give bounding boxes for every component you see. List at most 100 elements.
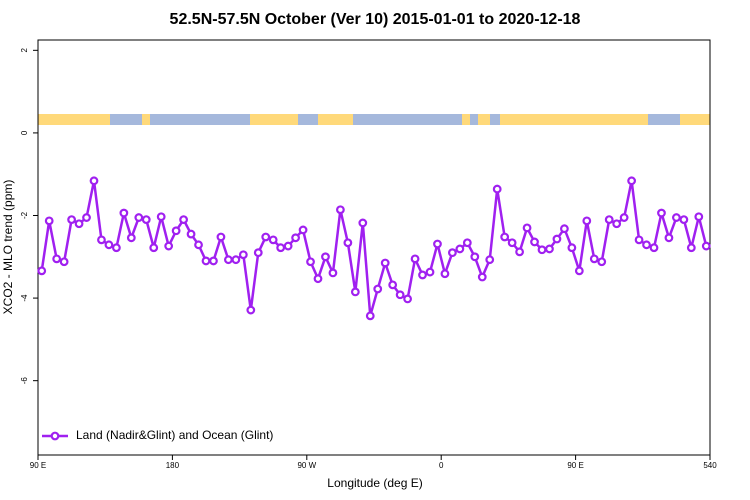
data-point bbox=[418, 270, 427, 280]
x-tick-label: 90 W bbox=[297, 461, 316, 470]
data-point bbox=[37, 266, 47, 276]
y-tick-label: -6 bbox=[20, 377, 29, 385]
data-point bbox=[171, 226, 181, 236]
data-point bbox=[149, 243, 159, 253]
data-point bbox=[82, 213, 91, 222]
data-point bbox=[119, 208, 129, 218]
data-point bbox=[223, 255, 233, 265]
data-point bbox=[679, 215, 689, 225]
legend-label: Land (Nadir&Glint) and Ocean (Glint) bbox=[76, 428, 273, 442]
data-point bbox=[507, 238, 517, 248]
data-point bbox=[328, 268, 338, 278]
y-tick-label: -2 bbox=[20, 211, 29, 219]
x-tick-label: 180 bbox=[166, 461, 180, 470]
data-point bbox=[126, 233, 136, 243]
series-line bbox=[40, 179, 708, 318]
data-point bbox=[410, 254, 420, 264]
data-point bbox=[545, 244, 554, 254]
data-point bbox=[313, 274, 323, 284]
data-point bbox=[440, 269, 450, 279]
data-point bbox=[664, 233, 674, 243]
data-point bbox=[574, 266, 584, 276]
data-point bbox=[164, 241, 174, 251]
legend-marker bbox=[50, 431, 60, 441]
data-point bbox=[336, 205, 345, 215]
chart-title: 52.5N-57.5N October (Ver 10) 2015-01-01 … bbox=[170, 11, 581, 28]
data-point bbox=[597, 257, 607, 267]
data-point bbox=[470, 252, 480, 262]
data-point bbox=[388, 280, 398, 290]
data-point bbox=[477, 272, 487, 282]
y-axis-label: XCO2 - MLO trend (ppm) bbox=[1, 180, 15, 315]
data-point bbox=[276, 243, 286, 253]
data-point bbox=[552, 234, 562, 244]
x-axis-label: Longitude (deg E) bbox=[327, 476, 422, 490]
data-point bbox=[694, 212, 704, 222]
data-point bbox=[530, 237, 539, 247]
data-point bbox=[253, 248, 263, 258]
data-point bbox=[268, 235, 278, 245]
data-point bbox=[619, 213, 629, 222]
data-point bbox=[216, 232, 226, 242]
data-point bbox=[686, 243, 696, 253]
x-tick-label: 0 bbox=[439, 461, 444, 470]
data-point bbox=[67, 215, 76, 225]
data-point bbox=[59, 257, 69, 267]
data-point bbox=[649, 243, 659, 253]
data-point bbox=[522, 223, 532, 233]
data-point bbox=[44, 216, 54, 226]
data-point bbox=[395, 290, 405, 300]
data-point bbox=[74, 219, 84, 229]
data-point bbox=[246, 305, 256, 315]
data-point bbox=[194, 240, 203, 250]
data-point bbox=[455, 244, 465, 254]
data-point bbox=[89, 176, 99, 186]
data-point bbox=[104, 240, 114, 250]
data-point bbox=[186, 229, 196, 239]
data-point bbox=[657, 208, 666, 218]
x-tick-label: 90 E bbox=[567, 461, 583, 470]
data-point bbox=[612, 219, 622, 229]
y-tick-label: -4 bbox=[20, 294, 29, 302]
y-tick-label: 0 bbox=[20, 130, 29, 135]
data-point bbox=[380, 258, 390, 268]
data-point bbox=[209, 256, 218, 266]
data-point bbox=[283, 241, 293, 251]
y-tick-label: 2 bbox=[20, 48, 29, 53]
data-point bbox=[567, 243, 577, 253]
data-point bbox=[433, 239, 442, 249]
data-point bbox=[373, 284, 383, 294]
data-point bbox=[358, 218, 368, 228]
data-point bbox=[298, 225, 308, 235]
data-point bbox=[462, 238, 472, 248]
data-point bbox=[365, 311, 375, 321]
data-point bbox=[627, 176, 636, 186]
data-point bbox=[701, 241, 711, 251]
x-tick-label: 540 bbox=[703, 461, 717, 470]
data-point bbox=[634, 235, 644, 245]
data-point bbox=[642, 240, 651, 250]
data-point bbox=[425, 267, 435, 277]
data-point bbox=[537, 245, 547, 255]
x-tick-label: 90 E bbox=[30, 461, 46, 470]
data-point bbox=[403, 294, 413, 304]
data-point bbox=[321, 252, 330, 262]
data-point bbox=[306, 257, 315, 267]
data-point bbox=[672, 213, 681, 222]
data-point bbox=[134, 213, 144, 222]
data-point bbox=[560, 224, 569, 234]
data-point bbox=[500, 232, 510, 242]
data-point bbox=[589, 254, 599, 264]
data-point bbox=[231, 255, 241, 265]
data-point bbox=[582, 216, 592, 226]
plot-frame bbox=[37, 39, 711, 456]
data-point bbox=[141, 215, 151, 225]
data-point bbox=[448, 248, 457, 258]
data-point bbox=[179, 215, 189, 225]
data-point bbox=[156, 212, 166, 222]
data-point bbox=[291, 233, 301, 243]
data-point bbox=[261, 232, 271, 242]
data-point bbox=[238, 250, 248, 260]
data-point bbox=[350, 287, 360, 297]
